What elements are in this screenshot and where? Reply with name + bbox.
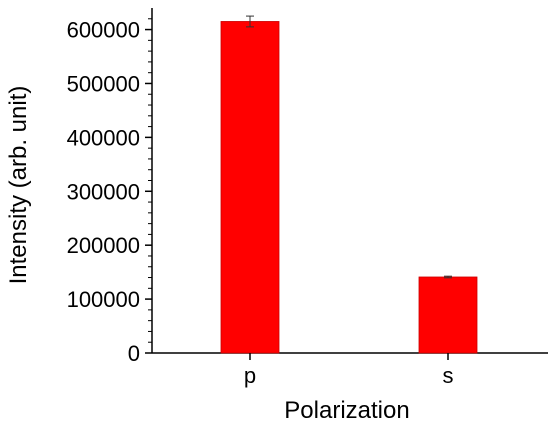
y-tick-label: 0 bbox=[128, 341, 140, 366]
bar-s bbox=[418, 276, 478, 354]
x-axis-title: Polarization bbox=[284, 397, 409, 424]
y-axis-title: Intensity (arb. unit) bbox=[5, 86, 32, 285]
bars bbox=[220, 15, 478, 354]
bar-p bbox=[220, 21, 280, 354]
ticks: 0 100000 200000 300000 400000 500000 600000 p s bbox=[67, 18, 454, 388]
y-tick-label: 600000 bbox=[67, 18, 140, 43]
axes bbox=[151, 8, 548, 354]
x-tick-label-s: s bbox=[443, 363, 454, 388]
x-tick-label-p: p bbox=[244, 363, 256, 388]
y-tick-label: 100000 bbox=[67, 287, 140, 312]
y-tick-label: 300000 bbox=[67, 179, 140, 204]
y-tick-label: 200000 bbox=[67, 233, 140, 258]
y-tick-label: 500000 bbox=[67, 71, 140, 96]
y-tick-label: 400000 bbox=[67, 125, 140, 150]
